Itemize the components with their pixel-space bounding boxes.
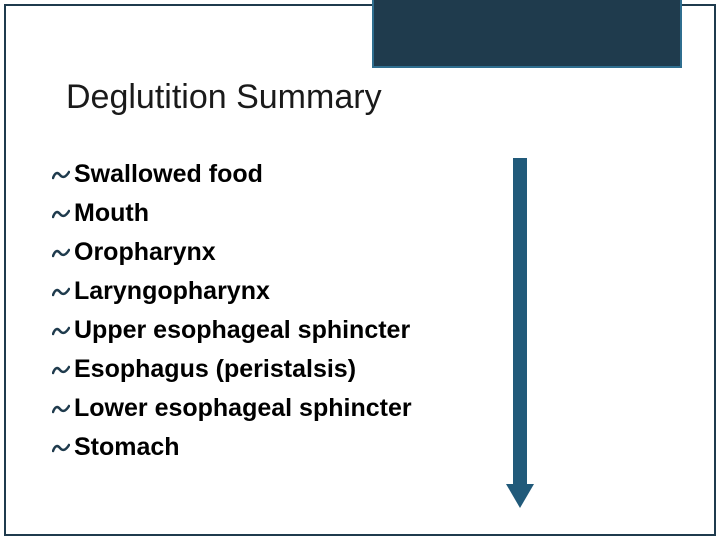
tilde-bullet-icon [52, 324, 72, 338]
list-item-text: Upper esophageal sphincter [74, 316, 410, 345]
list-item-text: Oropharynx [74, 238, 216, 267]
list-item: Upper esophageal sphincter [52, 316, 472, 345]
list-item: Stomach [52, 433, 472, 462]
list-item-text: Mouth [74, 199, 149, 228]
slide-title: Deglutition Summary [66, 78, 382, 117]
list-item-text: Stomach [74, 433, 180, 462]
list-item: Swallowed food [52, 160, 472, 189]
tilde-bullet-icon [52, 402, 72, 416]
tilde-bullet-icon [52, 207, 72, 221]
tilde-bullet-icon [52, 246, 72, 260]
list-item-text: Laryngopharynx [74, 277, 270, 306]
list-item-text: Lower esophageal sphincter [74, 394, 412, 423]
bullet-list: Swallowed food Mouth Oropharynx Laryngop… [52, 160, 472, 472]
list-item: Mouth [52, 199, 472, 228]
list-item: Esophagus (peristalsis) [52, 355, 472, 384]
title-accent-box [372, 0, 682, 68]
down-arrow-icon [506, 158, 534, 508]
tilde-bullet-icon [52, 363, 72, 377]
tilde-bullet-icon [52, 441, 72, 455]
list-item-text: Esophagus (peristalsis) [74, 355, 356, 384]
tilde-bullet-icon [52, 168, 72, 182]
list-item: Oropharynx [52, 238, 472, 267]
list-item: Lower esophageal sphincter [52, 394, 472, 423]
list-item: Laryngopharynx [52, 277, 472, 306]
tilde-bullet-icon [52, 285, 72, 299]
list-item-text: Swallowed food [74, 160, 263, 189]
